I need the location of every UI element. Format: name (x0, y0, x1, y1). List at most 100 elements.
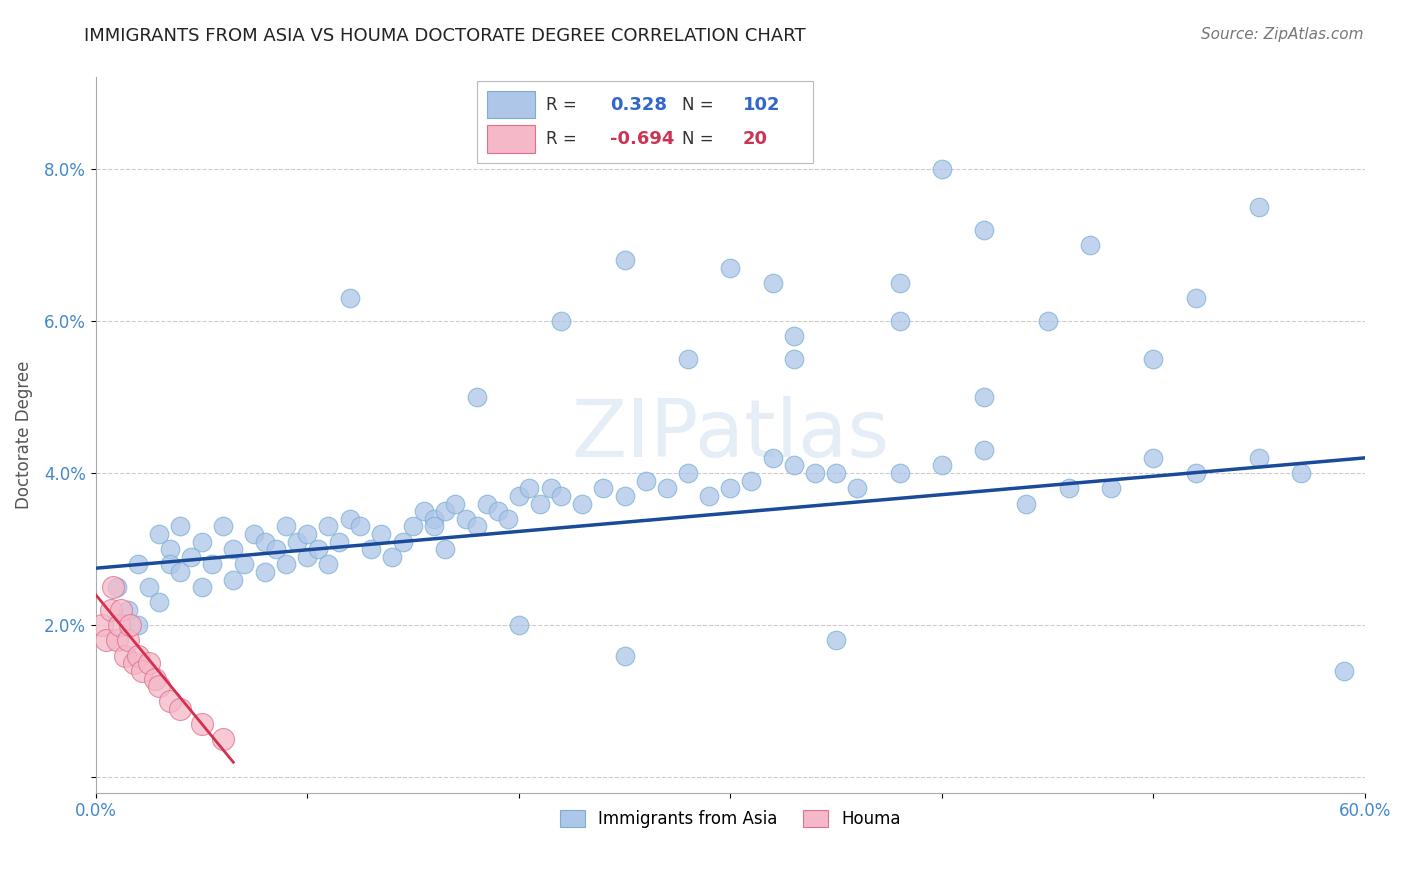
Point (243, 527, 266, 541)
Point (339, 512, 361, 526)
Point (718, 260, 741, 275)
Point (339, 291, 361, 305)
Point (307, 542, 329, 557)
Point (114, 648, 136, 663)
Point (550, 314, 572, 328)
Point (297, 527, 319, 541)
Point (190, 580, 212, 594)
Point (222, 573, 245, 587)
Point (143, 672, 166, 686)
Point (508, 618, 530, 632)
Point (201, 558, 224, 572)
Point (973, 222, 995, 236)
Point (613, 648, 636, 663)
Point (318, 558, 340, 572)
Point (783, 351, 806, 366)
Point (423, 512, 446, 526)
Point (138, 657, 160, 671)
Text: IMMIGRANTS FROM ASIA VS HOUMA DOCTORATE DEGREE CORRELATION CHART: IMMIGRANTS FROM ASIA VS HOUMA DOCTORATE … (84, 27, 806, 45)
Point (159, 694, 181, 708)
Point (762, 276, 785, 290)
Point (148, 527, 170, 541)
Point (1184, 291, 1206, 305)
Point (381, 549, 404, 564)
Point (127, 618, 149, 632)
Point (148, 679, 170, 693)
Text: N =: N = (682, 130, 714, 148)
Point (370, 527, 392, 541)
Point (276, 519, 298, 533)
Text: 102: 102 (742, 95, 780, 113)
Point (1142, 450, 1164, 465)
Legend: Immigrants from Asia, Houma: Immigrants from Asia, Houma (554, 803, 907, 834)
Point (91, 618, 114, 632)
Point (253, 565, 276, 579)
Text: 20: 20 (742, 130, 768, 148)
Point (138, 580, 160, 594)
Point (360, 542, 382, 557)
Point (391, 534, 413, 549)
Point (508, 489, 530, 503)
Point (105, 580, 128, 594)
Point (211, 519, 233, 533)
Point (1291, 466, 1313, 480)
Point (276, 558, 298, 572)
Point (1184, 466, 1206, 480)
Point (973, 390, 995, 404)
Point (433, 504, 456, 518)
Point (762, 450, 785, 465)
Point (122, 657, 145, 671)
Point (1015, 496, 1038, 510)
Point (423, 519, 446, 533)
Point (1333, 664, 1355, 678)
Point (328, 534, 350, 549)
Point (169, 519, 191, 533)
Point (253, 534, 276, 549)
Point (1036, 314, 1059, 328)
Text: -0.694: -0.694 (610, 130, 673, 148)
Point (1247, 200, 1270, 214)
Point (846, 481, 869, 495)
Point (465, 519, 488, 533)
Point (169, 702, 191, 716)
Point (108, 618, 131, 632)
Point (118, 618, 141, 632)
Point (486, 504, 509, 518)
Point (973, 443, 995, 458)
Point (222, 542, 245, 557)
Point (148, 595, 170, 609)
Point (634, 474, 657, 488)
Point (697, 489, 720, 503)
Bar (486, 91, 534, 119)
Point (169, 565, 191, 579)
Point (740, 474, 762, 488)
Point (540, 481, 562, 495)
Text: 0.328: 0.328 (610, 95, 666, 113)
Point (1057, 481, 1080, 495)
Point (1078, 237, 1101, 252)
Text: Source: ZipAtlas.com: Source: ZipAtlas.com (1201, 27, 1364, 42)
Point (318, 519, 340, 533)
Point (519, 481, 541, 495)
Point (297, 549, 319, 564)
Text: R =: R = (547, 130, 576, 148)
Point (101, 580, 124, 594)
Point (211, 732, 233, 747)
Point (825, 466, 848, 480)
Point (100, 603, 122, 617)
Point (232, 558, 254, 572)
Y-axis label: Doctorate Degree: Doctorate Degree (15, 361, 32, 509)
Point (1099, 481, 1122, 495)
Point (655, 481, 678, 495)
Point (117, 633, 139, 648)
Point (550, 489, 572, 503)
Point (412, 504, 434, 518)
Point (475, 496, 498, 510)
Point (117, 603, 139, 617)
Point (931, 458, 953, 473)
Point (889, 466, 911, 480)
Point (190, 534, 212, 549)
Point (454, 512, 477, 526)
Text: ZIPatlas: ZIPatlas (571, 396, 890, 474)
Point (264, 542, 287, 557)
